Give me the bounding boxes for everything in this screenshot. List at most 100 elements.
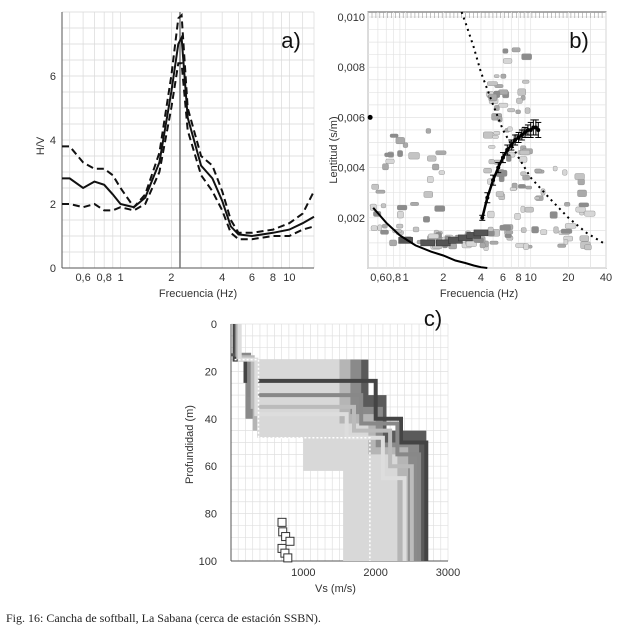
semblance-blob (435, 150, 447, 155)
semblance-blob (377, 224, 383, 231)
semblance-blob (384, 152, 394, 157)
x-tick-label: 1 (117, 272, 123, 284)
x-tick-label: 4 (219, 272, 225, 284)
semblance-blob (498, 102, 509, 108)
panel-a-hv-chart: 0,6 0,8 1 2 4 6 8 10 0 2 4 6 Frecuencia (Hz) H/V a) (35, 11, 315, 300)
y-axis-label: H/V (35, 136, 47, 155)
semblance-blob (525, 185, 533, 190)
semblance-blob (574, 173, 585, 180)
semblance-blob (522, 79, 530, 84)
semblance-blob (396, 223, 404, 229)
y-tick-label: 60 (205, 461, 217, 473)
x-tick-label: 10 (283, 272, 295, 284)
x-tick-label: 6 (249, 272, 255, 284)
semblance-blob (427, 155, 437, 162)
semblance-band (473, 229, 489, 237)
semblance-blob (489, 240, 499, 245)
semblance-blob (540, 229, 548, 235)
semblance-blob (487, 226, 494, 232)
y-tick-label: 4 (50, 135, 56, 147)
vs-profile-1 (234, 324, 422, 561)
semblance-blob (531, 226, 539, 234)
dispersion-point (480, 215, 485, 220)
x-tick-label: 1000 (291, 567, 315, 579)
lower-limit-curve (372, 207, 488, 269)
hv-series-dashed-2 (62, 62, 315, 241)
semblance-blob (397, 204, 408, 211)
semblance-blob (382, 223, 388, 229)
y-tick-label: 6 (50, 71, 56, 83)
deep-block-cell (285, 536, 295, 546)
semblance-blob (397, 150, 403, 157)
hv-series-solid-0 (62, 34, 315, 238)
panel-label-a: a) (281, 28, 301, 53)
semblance-blob (520, 205, 526, 213)
dispersion-point (533, 125, 538, 130)
semblance-blob (564, 223, 577, 229)
semblance-blob (488, 145, 496, 149)
x-tick-label: 8 (270, 272, 276, 284)
y-axis-label: Profundidad (m) (184, 405, 196, 484)
x-tick-label: 3000 (436, 567, 460, 579)
semblance-blob (493, 131, 501, 136)
semblance-blob (425, 128, 431, 134)
semblance-blob (524, 107, 531, 114)
semblance-blob (428, 233, 440, 239)
semblance-blob (521, 53, 532, 60)
semblance-blob (563, 239, 569, 245)
semblance-blob (380, 203, 387, 209)
semblance-blob (434, 205, 446, 212)
semblance-blob (578, 202, 589, 208)
semblance-blob (427, 176, 434, 183)
semblance-blob (371, 183, 379, 190)
semblance-blob (503, 58, 513, 64)
hv-series-dashed-1 (62, 12, 315, 234)
semblance-blob (523, 243, 529, 250)
semblance-blob (488, 93, 498, 102)
semblance-blob (495, 191, 504, 198)
semblance-blob (389, 239, 397, 247)
semblance-blob (509, 187, 517, 191)
semblance-blob (432, 163, 440, 171)
semblance-blob (395, 137, 405, 145)
semblance-blob (502, 48, 509, 54)
semblance-blob (524, 206, 534, 213)
semblance-blob (516, 97, 523, 104)
y-tick-label: 20 (205, 366, 217, 378)
y-tick-label: 0,002 (337, 213, 365, 225)
x-tick-label: 0,8 (386, 272, 401, 284)
semblance-blob (534, 168, 542, 173)
panel-label-b: b) (569, 28, 589, 53)
semblance-blob (412, 226, 420, 233)
dispersion-point (505, 148, 510, 153)
semblance-blob (560, 228, 573, 234)
y-tick-label: 0,004 (337, 163, 365, 175)
semblance-blob (517, 88, 526, 96)
semblance-blob (506, 154, 512, 162)
y-tick-label: 0 (50, 263, 56, 275)
semblance-blob (575, 206, 586, 213)
semblance-blob (514, 213, 521, 220)
semblance-blob (517, 184, 526, 189)
x-tick-label: 6 (500, 272, 506, 284)
semblance-blob (504, 233, 512, 238)
x-axis-label: Vs (m/s) (315, 583, 356, 595)
semblance-blob (385, 158, 395, 164)
semblance-blob (552, 165, 558, 172)
semblance-blob (500, 73, 507, 79)
x-tick-label: 20 (562, 272, 574, 284)
y-tick-label: 0 (211, 319, 217, 331)
figure-caption: Fig. 16: Cancha de softball, La Sabana (… (6, 611, 321, 625)
y-tick-label: 80 (205, 509, 217, 521)
semblance-blob (370, 225, 378, 231)
panel-c-vs-profile-chart: 1000 2000 3000 0 20 40 60 80 100 Vs (m/s) Profundi… (184, 306, 460, 595)
semblance-blob (520, 227, 527, 233)
semblance-blob (520, 171, 527, 176)
x-tick-label: 0,8 (97, 272, 112, 284)
semblance-band (420, 239, 435, 247)
semblance-blob (408, 152, 420, 160)
semblance-blob (487, 210, 495, 219)
semblance-blob (507, 108, 516, 113)
x-tick-label: 0,6 (75, 272, 90, 284)
